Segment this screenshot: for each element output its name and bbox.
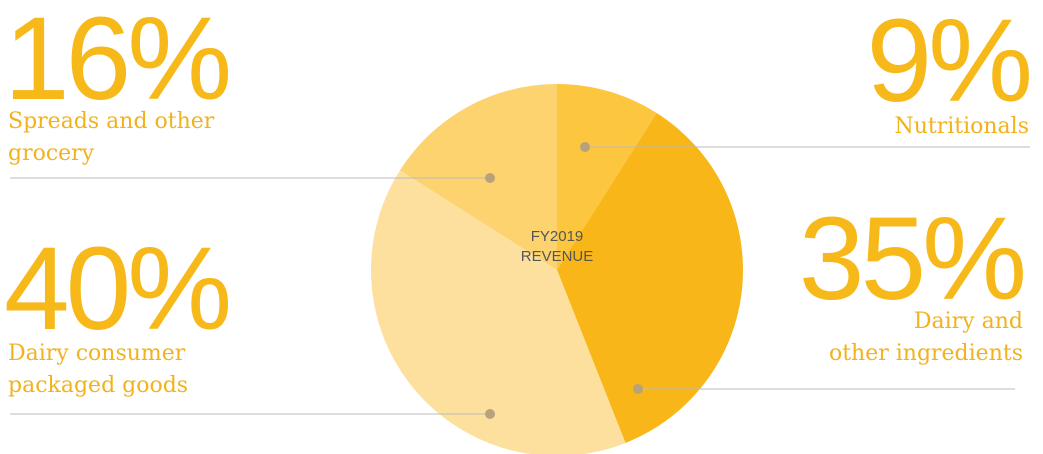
category-label: Spreads and other grocery [8,109,215,166]
pie-slice [399,84,557,270]
leader-dot [485,173,495,183]
category-label: Dairy consumer packaged goods [8,341,189,398]
pie-slice [557,112,743,443]
percent-label: 40% [4,223,232,355]
percent-label: 35% [798,193,1027,325]
category-label: Nutritionals [894,114,1029,139]
leader-dot [485,409,495,419]
leader-dot [580,142,590,152]
percent-label: 9% [866,0,1033,127]
percent-label: 16% [4,0,232,125]
center-label: FY2019 REVENUE [520,228,594,265]
category-label: Dairy and other ingredients [828,309,1023,366]
pie-slice [557,84,657,270]
leader-dot [633,384,643,394]
pie-slice [371,170,626,454]
